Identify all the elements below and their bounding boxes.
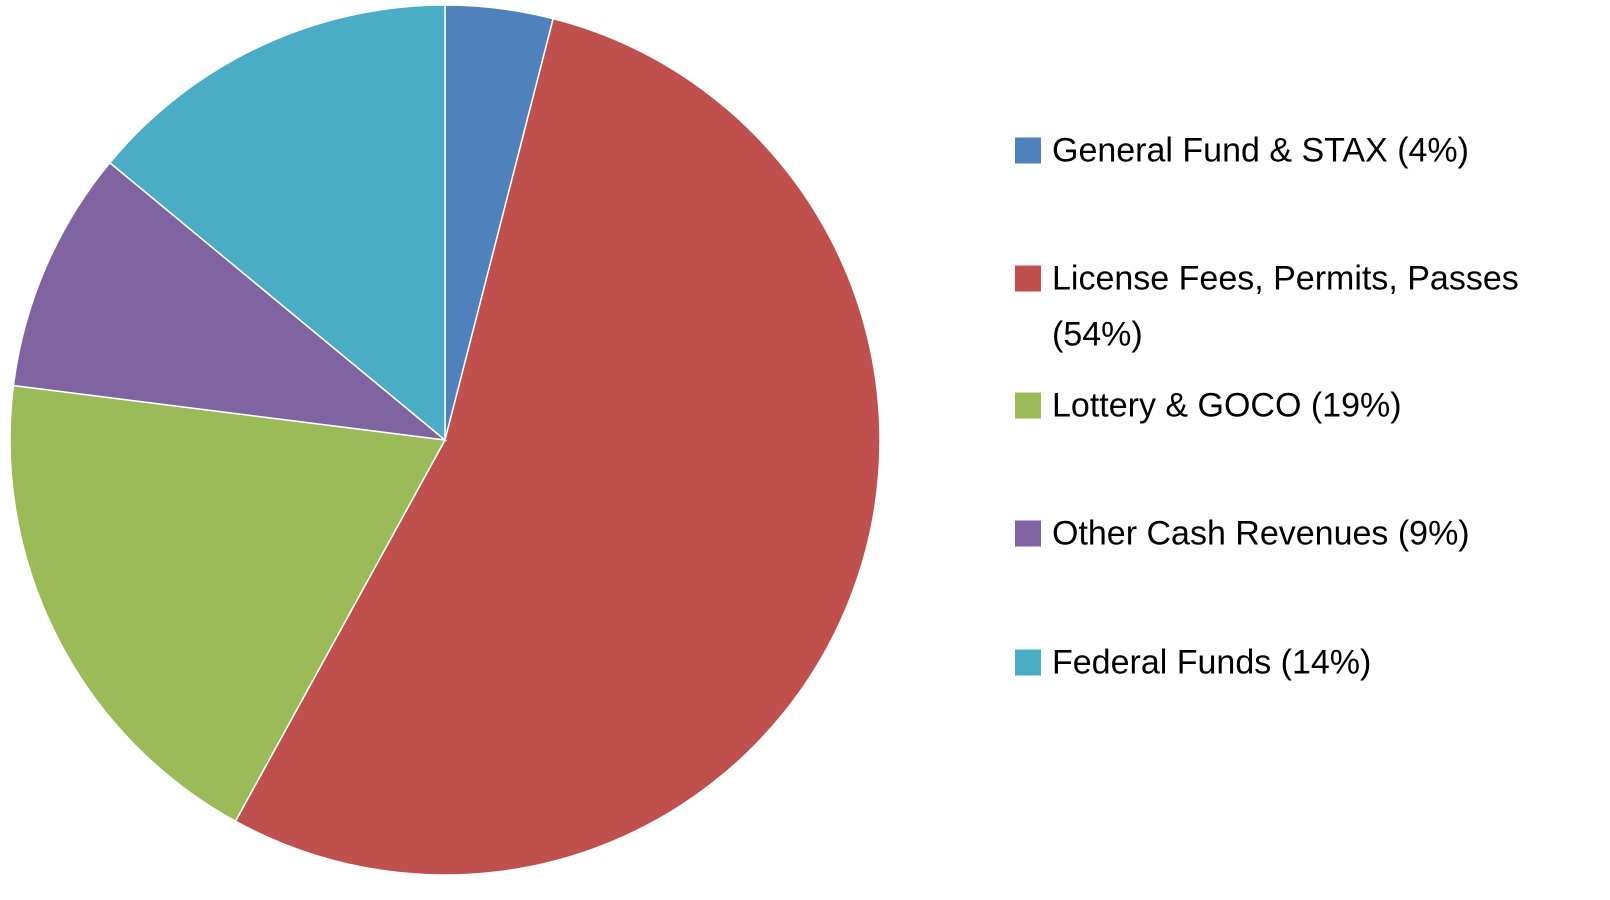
legend-swatch [1015,520,1041,547]
legend-label: Lottery & GOCO (19%) [1052,386,1402,425]
pie [9,4,881,876]
legend-swatch [1015,137,1041,164]
pie-slice [9,384,447,823]
legend-label: General Fund & STAX (4%) [1052,131,1469,170]
pie-slice [234,17,881,876]
legend-item: Other Cash Revenues (9%) [1015,515,1590,562]
legend-item: Lottery & GOCO (19%) [1015,387,1590,434]
legend-label: License Fees, Permits, Passes (54%) [1052,259,1519,354]
legend-label: Federal Funds (14%) [1052,643,1372,682]
pie-slice [108,4,446,442]
legend-item: Federal Funds (14%) [1015,644,1590,691]
legend-swatch [1015,265,1041,292]
legend-item: License Fees, Permits, Passes (54%) [1015,260,1590,363]
legend-swatch [1015,392,1041,419]
pie-slice [12,161,448,442]
legend-swatch [1015,649,1041,676]
legend-label: Other Cash Revenues (9%) [1052,514,1470,553]
legend-item: General Fund & STAX (4%) [1015,132,1590,179]
